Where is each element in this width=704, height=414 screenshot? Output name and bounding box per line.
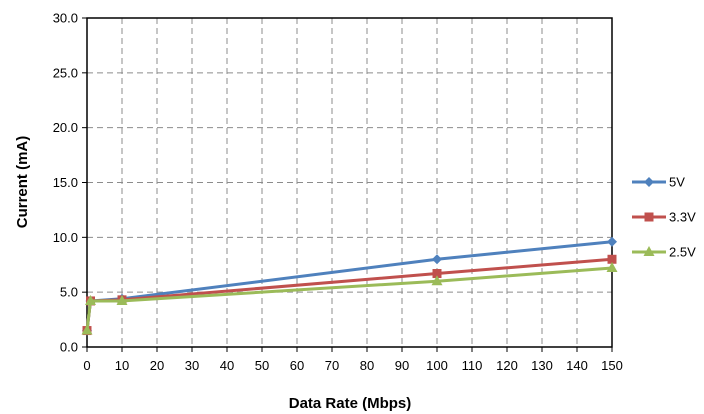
data-point <box>116 294 128 305</box>
series-line <box>85 266 613 331</box>
x-tick-label: 90 <box>395 358 409 373</box>
legend-marker <box>643 246 655 256</box>
x-tick-label: 120 <box>496 358 518 373</box>
legend-label: 5V <box>669 175 685 190</box>
y-axis-title: Current (mA) <box>14 136 31 229</box>
x-tick-label: 130 <box>531 358 553 373</box>
x-tick-label: 20 <box>150 358 164 373</box>
data-point <box>81 324 93 335</box>
y-tick-label: 10.0 <box>53 230 78 245</box>
data-point <box>85 294 96 305</box>
x-tick-label: 40 <box>220 358 234 373</box>
data-point <box>432 269 442 279</box>
legend-marker <box>644 177 654 187</box>
x-tick-label: 150 <box>601 358 623 373</box>
x-tick-label: 80 <box>360 358 374 373</box>
y-tick-label: 20.0 <box>53 120 78 135</box>
x-tick-label: 100 <box>426 358 448 373</box>
x-tick-label: 50 <box>255 358 269 373</box>
x-axis-title: Data Rate (Mbps) <box>289 395 412 412</box>
x-tick-label: 60 <box>290 358 304 373</box>
y-tick-label: 0.0 <box>60 340 78 355</box>
x-tick-label: 110 <box>462 358 483 373</box>
x-tick-label: 30 <box>185 358 199 373</box>
series-layer <box>81 236 618 336</box>
data-point <box>432 254 442 265</box>
legend: 5V 3.3V 2.5V <box>632 175 696 260</box>
data-point <box>431 275 443 286</box>
y-tick-label: 5.0 <box>60 285 78 300</box>
y-tick-label: 25.0 <box>53 65 78 80</box>
x-tick-label: 0 <box>83 358 90 373</box>
data-point <box>607 236 617 247</box>
x-axis-ticks: 0 10 20 30 40 50 60 70 80 90 100 110 120 130 140 150 <box>83 347 623 373</box>
grid-lines <box>87 18 612 347</box>
x-tick-label: 10 <box>115 358 129 373</box>
x-tick-label: 140 <box>566 358 588 373</box>
legend-entry: 3.3V <box>632 210 696 225</box>
data-point <box>607 254 617 264</box>
legend-entry: 2.5V <box>632 245 696 260</box>
x-tick-label: 70 <box>325 358 339 373</box>
y-tick-label: 30.0 <box>53 11 78 26</box>
legend-label: 3.3V <box>669 210 696 225</box>
legend-label: 2.5V <box>669 245 696 260</box>
legend-marker <box>644 212 654 222</box>
data-point <box>606 262 618 273</box>
legend-entry: 5V <box>632 175 685 190</box>
y-tick-label: 15.0 <box>53 175 78 190</box>
series-2-5v <box>81 262 618 335</box>
y-axis-ticks: 0.0 5.0 10.0 15.0 20.0 25.0 30.0 <box>53 11 87 355</box>
